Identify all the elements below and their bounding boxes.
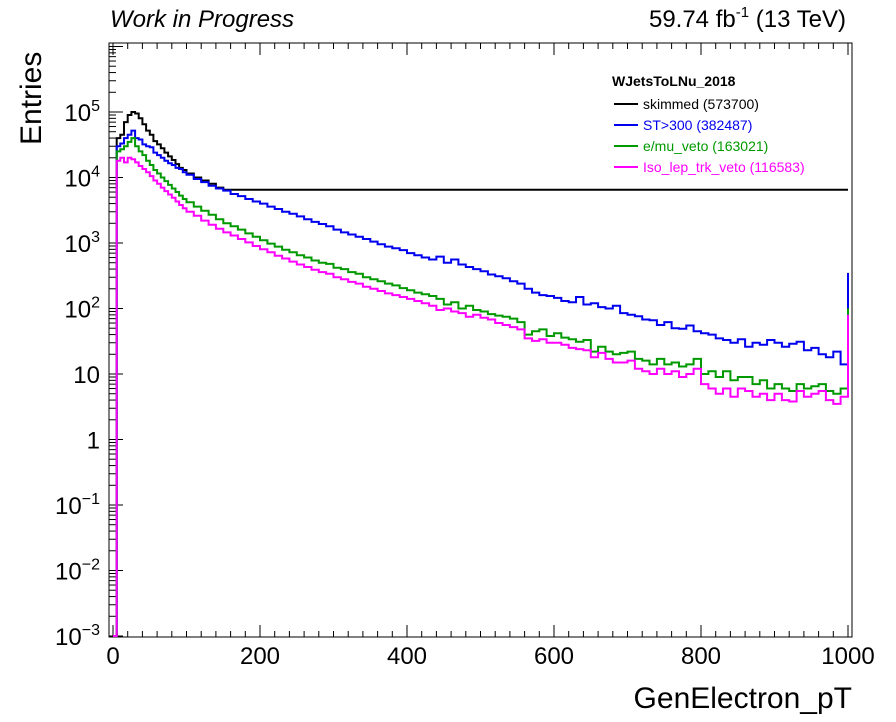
y-tick-exponent: −2 (82, 557, 100, 574)
legend-label-3: Iso_lep_trk_veto (116583) (643, 159, 805, 175)
series-line-3 (113, 156, 849, 637)
legend-label-2: e/mu_veto (163021) (643, 138, 768, 154)
x-axis: 0 200 400 600 800 1000 (106, 43, 875, 670)
y-tick-label: 103 (64, 229, 100, 258)
y-tick-label: 104 (64, 164, 100, 193)
series-group (113, 111, 849, 637)
x-tick-label: 0 (106, 643, 119, 670)
y-tick-base: 1 (87, 428, 100, 455)
y-tick-base: 10 (55, 493, 82, 520)
y-tick-exponent: −1 (82, 491, 100, 508)
y-tick-label: 10 (73, 362, 100, 389)
y-tick-label: 102 (64, 295, 100, 324)
legend-label-1: ST>300 (382487) (643, 117, 752, 133)
x-axis-title: GenElectron_pT (634, 682, 852, 715)
x-tick-label: 400 (387, 643, 427, 670)
lumi-value: 59.74 fb (649, 6, 736, 33)
y-tick-exponent: −3 (82, 622, 100, 639)
y-tick-exponent: 2 (91, 295, 100, 312)
x-tick-label: 600 (534, 643, 574, 670)
y-tick-label: 1 (87, 428, 100, 455)
y-tick-base: 10 (64, 166, 91, 193)
header-lumi: 59.74 fb-1 (13 TeV) (649, 4, 846, 33)
y-tick-base: 10 (64, 231, 91, 258)
x-tick-label: 800 (681, 643, 721, 670)
y-tick-label: 10−1 (55, 491, 100, 520)
y-tick-base: 10 (55, 624, 82, 651)
y-tick-label: 10−3 (55, 622, 100, 651)
lumi-suffix: (13 TeV) (749, 6, 846, 33)
y-tick-base: 10 (55, 559, 82, 586)
y-tick-exponent: 3 (91, 229, 100, 246)
y-tick-base: 10 (64, 297, 91, 324)
y-tick-base: 10 (73, 362, 100, 389)
lumi-exponent: -1 (736, 4, 749, 21)
legend-label-0: skimmed (573700) (643, 96, 759, 112)
y-tick-base: 10 (64, 100, 91, 127)
y-tick-label: 10−2 (55, 557, 100, 586)
header-left: Work in Progress (110, 6, 294, 33)
series-line-0 (113, 111, 848, 637)
y-tick-exponent: 4 (91, 164, 100, 181)
y-tick-exponent: 5 (91, 98, 100, 115)
y-axis-title: Entries (15, 52, 48, 145)
legend-title: WJetsToLNu_2018 (612, 73, 736, 89)
x-tick-label: 1000 (821, 643, 874, 670)
y-tick-label: 105 (64, 98, 100, 127)
series-line-1 (113, 129, 849, 637)
series-line-2 (113, 137, 849, 637)
x-tick-label: 200 (240, 643, 280, 670)
